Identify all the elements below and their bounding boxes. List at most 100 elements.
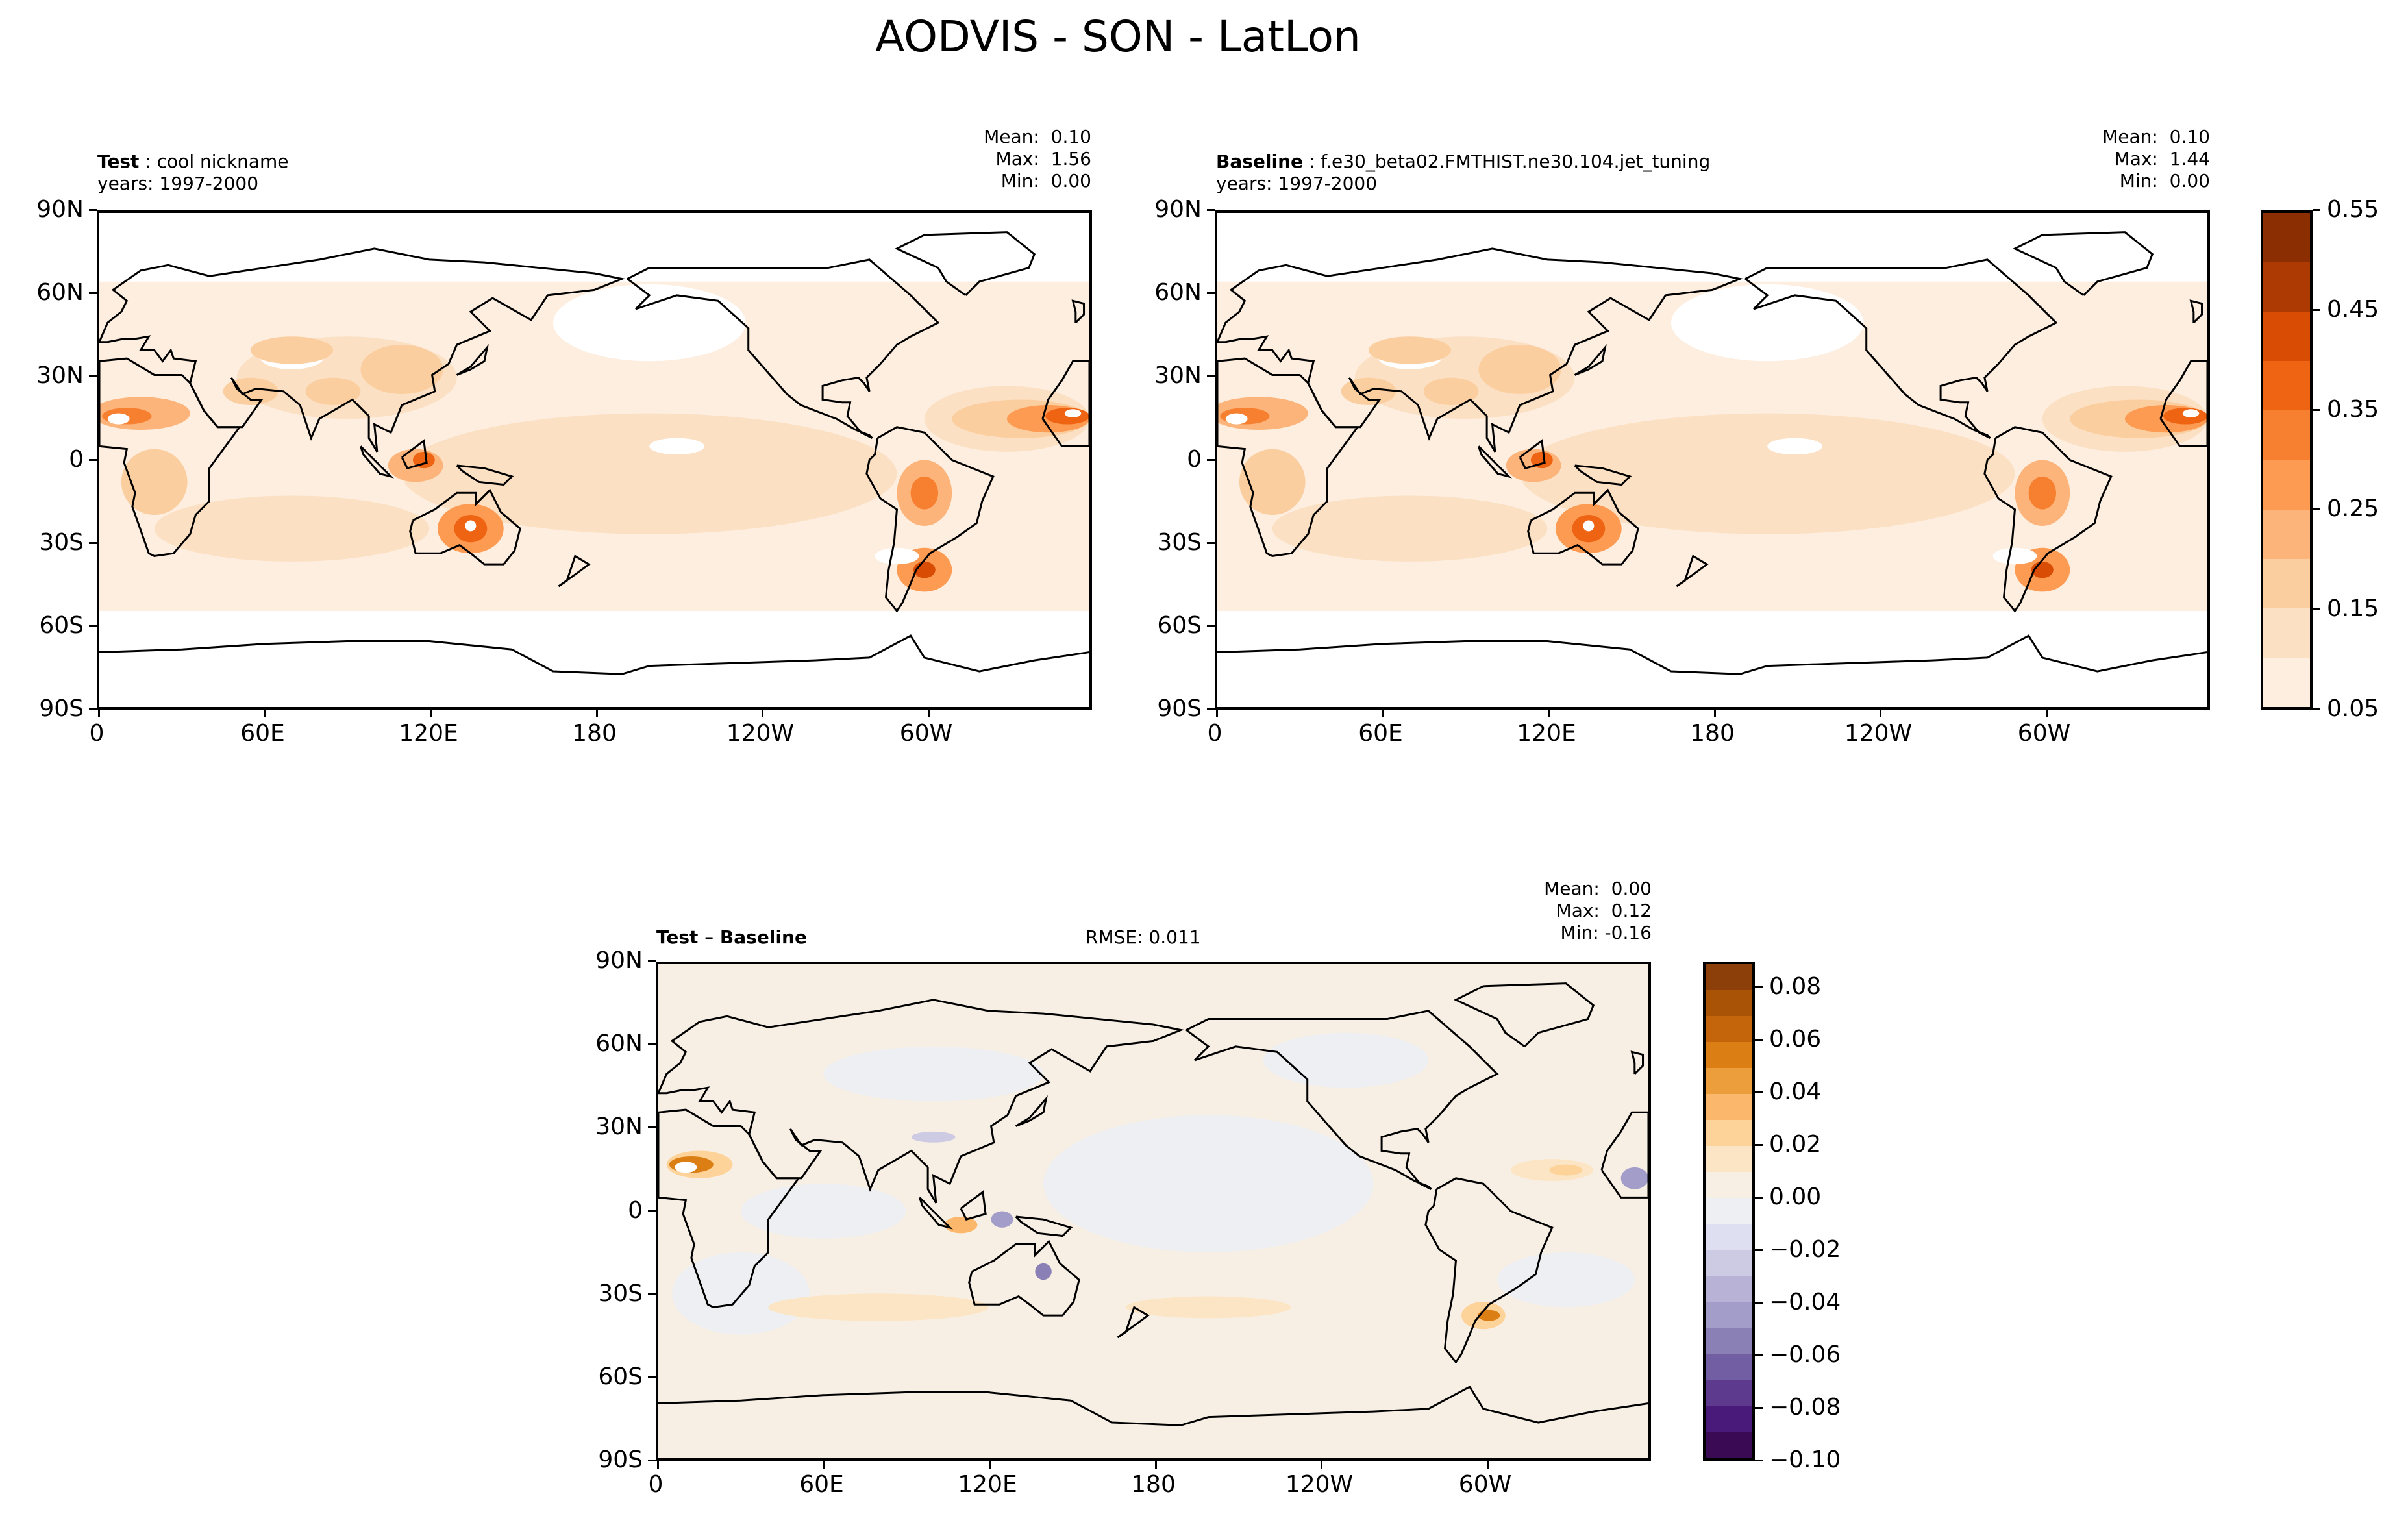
coastline [961,1192,986,1219]
contour-region [1064,409,1082,417]
colorbar-tick-mark [2313,608,2320,611]
y-tick-mark [648,1043,656,1046]
contour-region [1670,284,1864,362]
contour-region [154,495,430,562]
x-tick-label: 180 [1131,1471,1176,1498]
diff-map: 0 60E 120E 180 120W 60W 90N 60N 30N 0 30S 60S 90S [595,947,1651,1498]
main-colorbar: 0.05 0.15 0.25 0.35 0.45 0.55 [2261,196,2379,722]
coastline [1520,441,1545,468]
y-tick-mark [89,541,97,544]
contour-region [1272,495,1548,562]
coastline [99,358,240,556]
coastline [1217,358,1358,556]
colorbar-segment [2263,361,2310,411]
diff-colorbar: 0.08 0.06 0.04 0.02 0.00 −0.02 −0.04 −0.06 −0.08… [1703,962,1841,1473]
colorbar-segment [1706,1198,1752,1224]
contour-region [1043,1115,1374,1252]
x-tick-label: 0 [1207,720,1223,747]
y-tick-label: 90N [595,947,643,974]
contour-region [1239,449,1306,516]
colorbar-tick-label: 0.25 [2327,495,2379,523]
y-tick-label: 0 [628,1197,643,1224]
coastline [2161,361,2207,446]
y-tick-label: 30S [39,528,84,556]
x-tick-label: 180 [1690,720,1735,747]
y-tick-label: 90S [1157,695,1202,722]
colorbar-tick-label: −0.10 [1769,1447,1841,1473]
colorbar-segment [1706,1224,1752,1250]
contour-region [675,1162,697,1173]
y-tick-label: 90S [598,1447,643,1473]
x-tick-mark [595,710,598,717]
contour-region [305,377,361,405]
coastline [1985,427,2111,611]
x-tick-mark [264,710,266,717]
colorbar-segment [2263,410,2310,460]
test-header: Test : cool nickname years: 1997-2000 [97,151,289,195]
x-tick-label: 120W [1844,720,1913,747]
contour-region [250,336,334,364]
coastline [658,1000,1181,1203]
y-tick-label: 90N [1154,196,1202,223]
colorbar-segment [2263,558,2310,608]
contour-region [552,284,746,362]
contour-region [911,1131,956,1143]
contour-region [991,1211,1013,1228]
colorbar-segment [1706,1432,1752,1458]
y-tick-label: 90S [39,695,84,722]
coastline [2015,232,2152,295]
coastline [658,1110,799,1307]
colorbar-segment [1706,1042,1752,1069]
colorbar-tick-label: 0.06 [1769,1026,1822,1053]
y-tick-mark [648,1460,656,1461]
y-tick-label: 60N [595,1030,643,1058]
contour-region [1225,413,1248,425]
test-min: Min: 0.00 [1000,170,1091,192]
coastline [1186,1011,1497,1189]
y-tick-mark [89,375,97,378]
colorbar-tick-mark [1755,1407,1763,1410]
contour-region [823,1046,1044,1102]
coastline [969,1241,1079,1315]
x-tick-label: 180 [572,720,617,747]
colorbar-segment [1706,1172,1752,1199]
colorbar-tick-mark [1755,1249,1763,1252]
test-label: Test [97,151,140,172]
x-tick-label: 60W [1458,1471,1512,1498]
baseline-name: f.e30_beta02.FMTHIST.ne30.104.jet_tuning [1321,151,1711,172]
y-tick-label: 60N [1154,279,1202,306]
colorbar-tick-mark [2313,209,2320,211]
colorbar-tick-label: 0.15 [2327,595,2379,623]
y-tick-label: 90N [36,196,84,223]
colorbar-tick-label: 0.35 [2327,395,2379,423]
x-tick-label: 120E [399,720,458,747]
coastline [658,1387,1648,1425]
y-tick-mark [1207,375,1215,378]
colorbar-tick-label: 0.04 [1769,1078,1822,1106]
colorbar-tick-label: 0.55 [2327,196,2379,223]
colorbar-tick-label: 0.02 [1769,1131,1822,1158]
colorbar-segment [1706,1380,1752,1406]
x-tick-mark [1880,710,1881,717]
contour-region [2028,476,2057,510]
diff-min: Min: -0.16 [1560,922,1652,943]
contour-region [768,1293,989,1321]
y-tick-mark [89,292,97,295]
coastline [1016,1099,1047,1126]
colorbar-tick-mark [1755,1460,1763,1461]
colorbar-segment [1706,1302,1752,1328]
x-tick-label: 120W [726,720,795,747]
colorbar-tick-mark [2313,508,2320,511]
coastline [99,249,622,452]
colorbar-tick-mark [1755,1354,1763,1357]
test-years: years: 1997-2000 [97,173,259,194]
contour-region [1478,344,1561,395]
y-tick-label: 30N [1154,362,1202,390]
coastline [1528,490,1638,564]
y-tick-label: 60S [39,612,84,639]
x-tick-mark [927,710,930,717]
x-tick-mark [1321,1461,1322,1469]
coastline [1575,347,1606,375]
coastline [410,490,520,564]
contour-region [1497,1252,1635,1308]
